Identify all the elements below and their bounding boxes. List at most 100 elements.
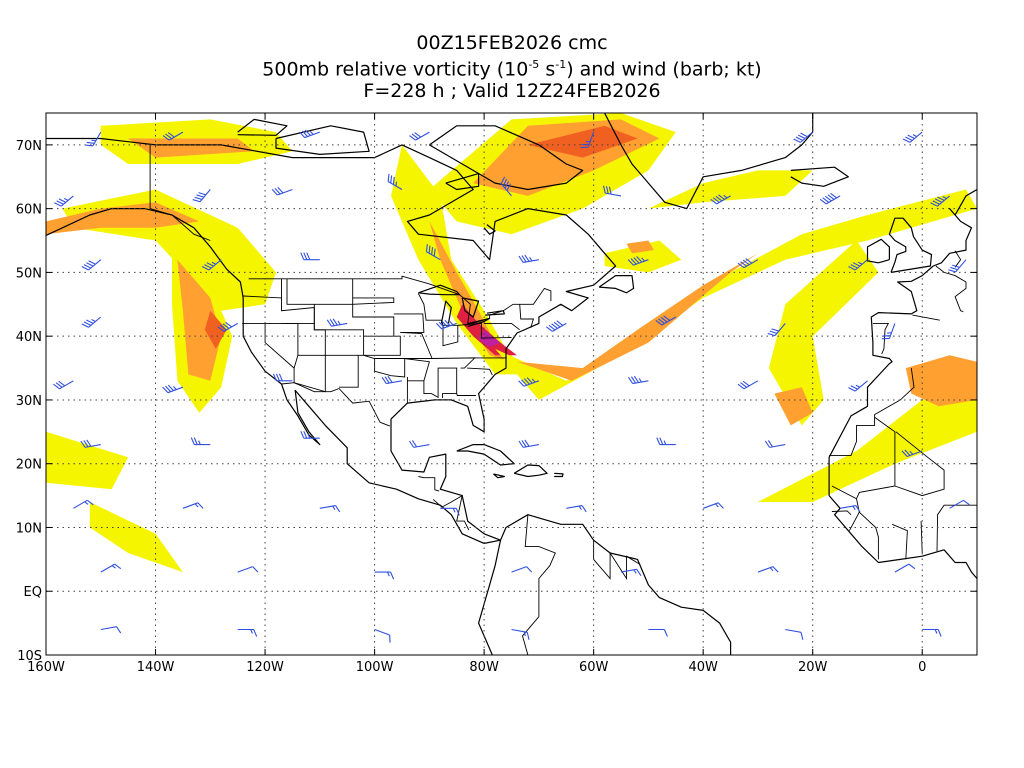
wind-barb bbox=[81, 259, 102, 271]
coastline-greenland bbox=[600, 113, 814, 210]
border-algeria-mali bbox=[894, 431, 945, 497]
wind-barb bbox=[85, 131, 102, 147]
coastline-southampton bbox=[445, 173, 480, 191]
border-wy-co bbox=[313, 304, 365, 356]
vorticity-shading bbox=[46, 113, 977, 573]
border-sc-nc bbox=[467, 367, 493, 376]
wind-barb bbox=[602, 185, 622, 197]
wind-barb bbox=[53, 380, 74, 390]
wind-barb bbox=[374, 628, 391, 643]
border-west-africa-6 bbox=[849, 511, 860, 531]
coastline-jamaica bbox=[493, 473, 505, 479]
wind-barb bbox=[80, 439, 101, 448]
lat-tick-label: 30N bbox=[16, 394, 42, 409]
wind-barb bbox=[100, 563, 122, 573]
wind-barb bbox=[703, 502, 724, 509]
title-field-text-b: s bbox=[539, 58, 556, 81]
border-ne-ks-ok bbox=[363, 335, 406, 378]
title-line-valid: F=228 h ; Valid 12Z24FEB2026 bbox=[363, 80, 661, 103]
border-ga-fl bbox=[456, 393, 476, 396]
wind-barb bbox=[425, 244, 441, 261]
border-id-mt bbox=[281, 297, 315, 324]
vorticity-area-orange bbox=[46, 202, 200, 235]
vorticity-area-orange bbox=[626, 240, 654, 254]
wind-barb bbox=[580, 131, 595, 149]
wind-barb bbox=[737, 258, 759, 269]
wind-barb bbox=[319, 504, 341, 513]
border-brazil-peru bbox=[522, 616, 540, 655]
wind-barb bbox=[409, 440, 430, 448]
political-borders bbox=[149, 144, 977, 655]
border-mauritania-mali bbox=[831, 416, 896, 500]
coastline-ireland bbox=[866, 238, 891, 264]
vorticity-area-orange bbox=[177, 259, 222, 381]
border-europe-central bbox=[935, 265, 967, 313]
coastline-hispaniola bbox=[513, 464, 548, 478]
lat-tick-label: 20N bbox=[16, 458, 42, 473]
coastline-cuba bbox=[456, 444, 515, 466]
wind-barb bbox=[848, 259, 868, 271]
wind-barb bbox=[182, 502, 204, 509]
vorticity-area-yellow bbox=[46, 431, 129, 490]
wind-barb bbox=[81, 316, 102, 328]
lat-tick-label: 40N bbox=[16, 330, 42, 345]
wind-barb bbox=[162, 131, 184, 141]
wind-barb bbox=[620, 568, 642, 576]
lat-tick-label: 10S bbox=[17, 649, 42, 664]
lon-tick-label: 0 bbox=[918, 660, 926, 675]
border-us-mexico bbox=[281, 382, 391, 427]
wind-barb bbox=[518, 377, 540, 387]
wind-barb bbox=[500, 176, 512, 197]
border-west-africa-2 bbox=[891, 523, 908, 560]
wind-barb bbox=[190, 437, 211, 446]
border-ny-pa bbox=[484, 322, 520, 331]
wind-barb bbox=[381, 375, 403, 385]
border-dakotas bbox=[352, 297, 395, 337]
title-field-text-a: 500mb relative vorticity (10 bbox=[262, 58, 529, 81]
wind-barb bbox=[192, 189, 211, 203]
border-wi-il-in bbox=[417, 293, 459, 347]
wind-barb bbox=[930, 195, 950, 207]
border-oh-pa bbox=[457, 322, 512, 339]
vorticity-area-yellow bbox=[391, 144, 528, 375]
wind-barb bbox=[440, 507, 460, 516]
border-west-africa bbox=[856, 498, 879, 560]
wind-barb bbox=[710, 194, 731, 205]
wind-barb bbox=[628, 375, 649, 385]
wind-barb bbox=[764, 440, 786, 448]
title-line-field: 500mb relative vorticity (10-5 s-1) and … bbox=[0, 54, 1024, 80]
wind-barb bbox=[299, 129, 320, 139]
border-alaska-canada bbox=[149, 144, 211, 241]
wind-barb bbox=[949, 499, 970, 509]
wind-barb bbox=[54, 195, 74, 207]
wind-barb bbox=[648, 628, 668, 637]
lat-tick-label: 50N bbox=[16, 266, 42, 281]
lat-tick-label: 70N bbox=[16, 139, 42, 154]
border-europe-north bbox=[954, 250, 962, 268]
wind-barb bbox=[271, 186, 293, 196]
border-new-england bbox=[519, 304, 535, 329]
title-exponent-2: -1 bbox=[555, 58, 567, 71]
vorticity-area-yellow bbox=[648, 170, 813, 209]
wind-barb bbox=[387, 173, 403, 190]
coastline-lake-huron bbox=[461, 297, 480, 318]
lon-tick-label: 60W bbox=[579, 660, 609, 675]
border-west-africa-4 bbox=[936, 504, 977, 552]
border-colombia-venezuela bbox=[524, 514, 556, 617]
lon-tick-label: 160W bbox=[27, 660, 65, 675]
wind-barb bbox=[894, 563, 916, 573]
border-az-nm bbox=[293, 354, 359, 393]
wind-barb bbox=[100, 626, 122, 634]
border-iberia bbox=[872, 322, 890, 355]
border-tn-ky bbox=[432, 357, 476, 369]
title-line-run-info: 00Z15FEB2026 cmc bbox=[416, 32, 608, 54]
wind-barb bbox=[848, 380, 868, 392]
vorticity-area-orange bbox=[517, 253, 758, 381]
wind-barb bbox=[511, 628, 530, 640]
border-mexico-central bbox=[418, 476, 440, 492]
wind-barb bbox=[326, 318, 348, 327]
wind-barb bbox=[793, 131, 814, 143]
coastline-iceland bbox=[790, 166, 849, 187]
